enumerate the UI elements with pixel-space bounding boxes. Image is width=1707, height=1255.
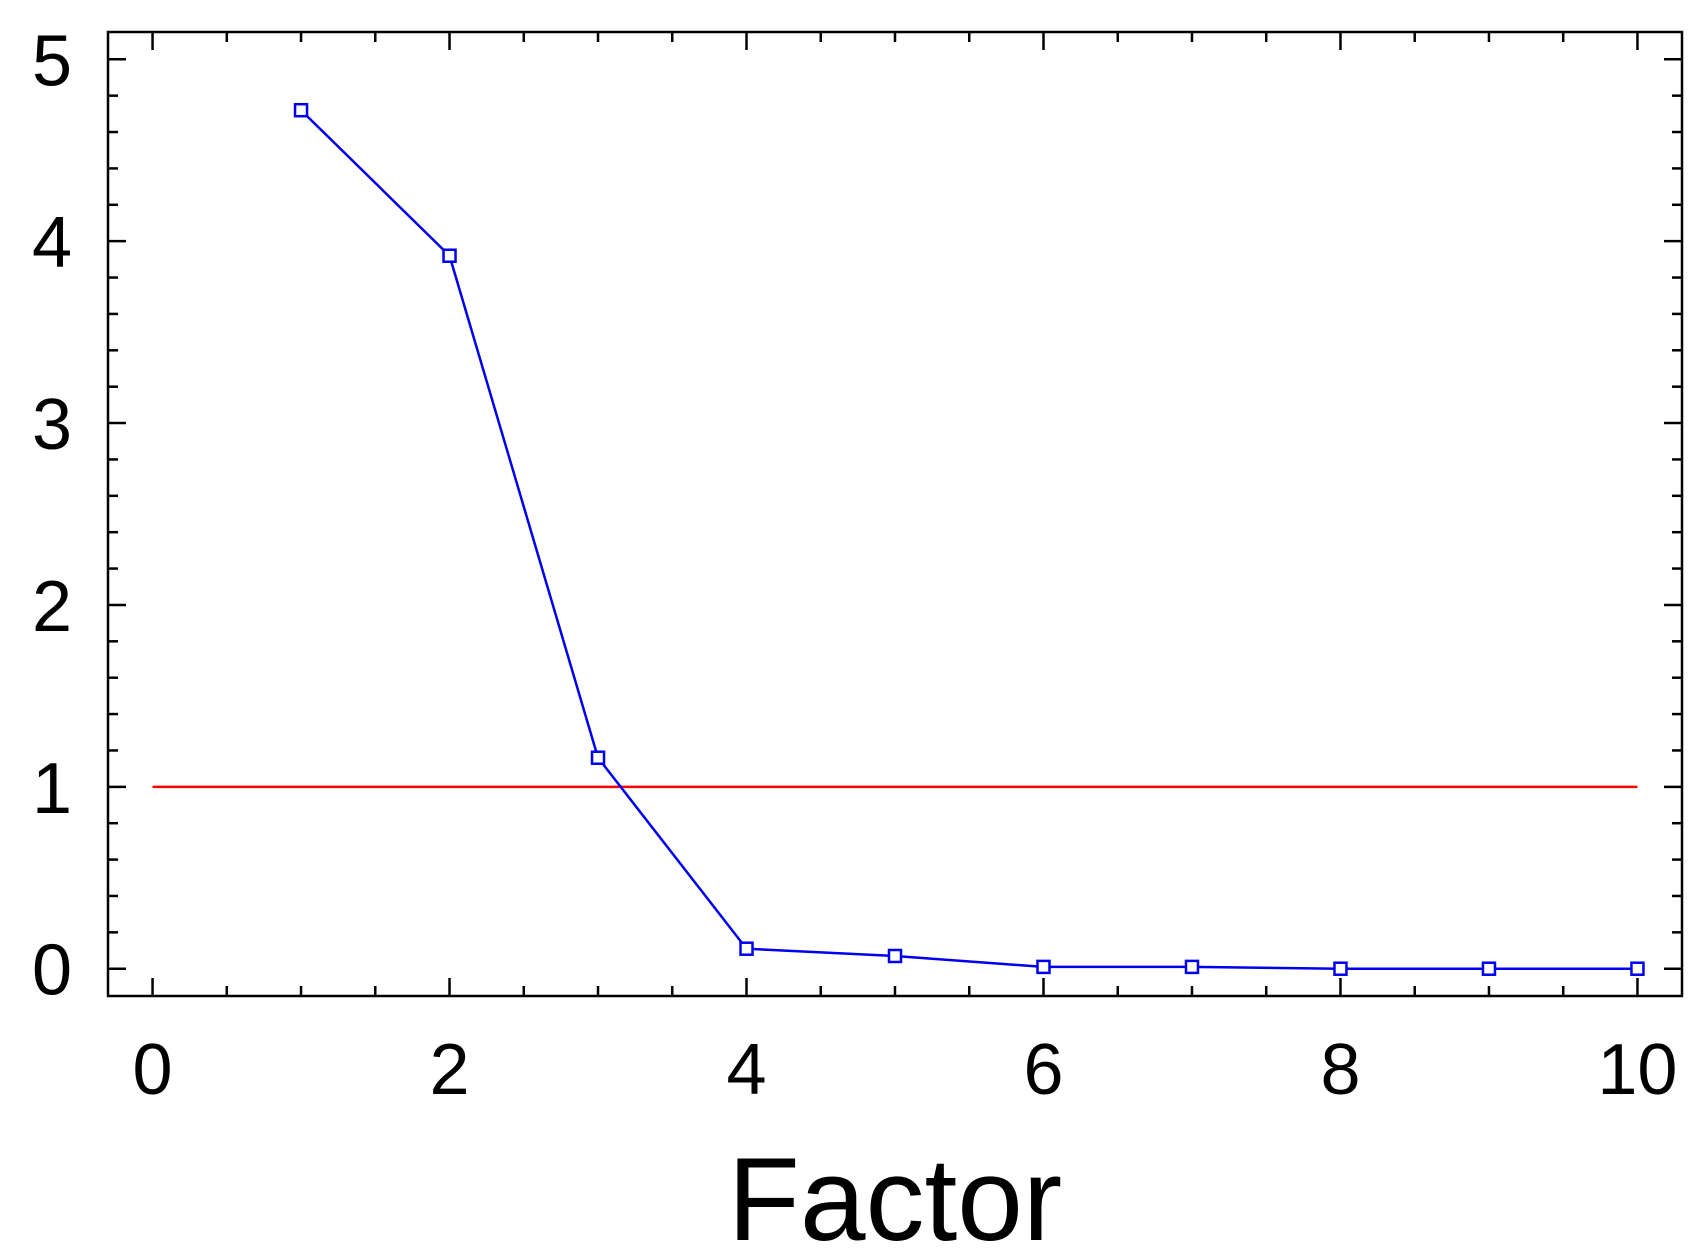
series-layer xyxy=(293,102,1645,976)
y-tick-label: 4 xyxy=(32,203,72,283)
x-tick-label: 6 xyxy=(1023,1030,1063,1110)
data-point-marker xyxy=(1184,959,1200,975)
data-point-marker xyxy=(1036,959,1051,975)
x-tick-label: 2 xyxy=(430,1030,470,1110)
x-tick-label: 10 xyxy=(1597,1030,1677,1110)
data-point-marker xyxy=(1481,961,1497,976)
x-tick-label: 4 xyxy=(726,1030,766,1110)
y-tick-label: 5 xyxy=(32,21,72,101)
data-point-marker xyxy=(739,941,754,956)
y-tick-label: 0 xyxy=(32,931,72,1011)
y-tick-label: 3 xyxy=(32,385,72,465)
data-point-marker xyxy=(1630,961,1645,976)
plot-frame xyxy=(106,30,1684,998)
y-tick-label: 2 xyxy=(32,567,72,647)
x-tick-label: 0 xyxy=(133,1030,173,1110)
data-point-marker xyxy=(887,948,903,964)
data-point-marker xyxy=(1333,961,1348,976)
data-point-marker xyxy=(293,102,309,118)
data-point-marker xyxy=(442,248,457,263)
x-tick-label: 8 xyxy=(1320,1030,1360,1110)
data-point-marker xyxy=(590,750,606,765)
y-tick-label: 1 xyxy=(32,749,72,829)
ticks-layer xyxy=(108,32,1682,996)
tick-labels-layer: 0 2 4 6 8 10 0 1 2 3 4 5 xyxy=(32,21,1678,1110)
series-line xyxy=(300,109,1638,970)
x-axis-title: Factor xyxy=(728,1134,1062,1255)
